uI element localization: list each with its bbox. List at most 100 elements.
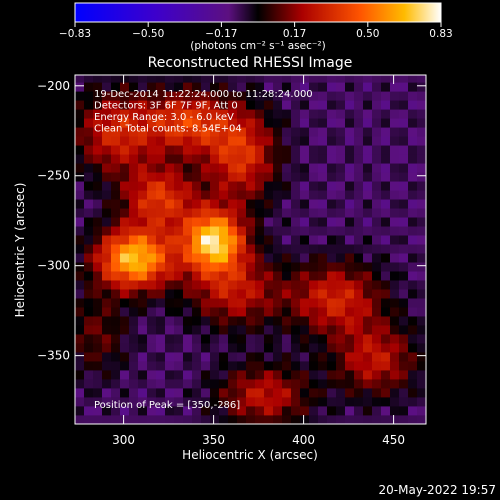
heatmap-cell [291, 199, 301, 209]
heatmap-cell [219, 235, 229, 245]
heatmap-cell [390, 181, 400, 191]
heatmap-cell [93, 244, 103, 254]
heatmap-cell [372, 289, 382, 299]
heatmap-cell [219, 163, 229, 173]
heatmap-cell [273, 298, 283, 308]
heatmap-cell [273, 199, 283, 209]
heatmap-cell [363, 127, 373, 137]
heatmap-cell [255, 217, 265, 227]
heatmap-cell [255, 118, 265, 128]
heatmap-cell [111, 370, 121, 380]
heatmap-cell [183, 199, 193, 209]
heatmap-cell [210, 415, 220, 425]
heatmap-cell [255, 91, 265, 101]
heatmap-cell [237, 370, 247, 380]
heatmap-cell [318, 163, 328, 173]
heatmap-cell [417, 280, 427, 290]
heatmap-cell [318, 91, 328, 101]
heatmap-cell [201, 334, 211, 344]
heatmap-cell [318, 136, 328, 146]
heatmap-cell [120, 145, 130, 155]
heatmap-cell [102, 217, 112, 227]
heatmap-cell [354, 262, 364, 272]
heatmap-cell [327, 370, 337, 380]
heatmap-cell [84, 208, 94, 218]
heatmap-cell [273, 82, 283, 92]
heatmap-cell [138, 244, 148, 254]
heatmap-cell [174, 82, 184, 92]
heatmap-cell [327, 379, 337, 389]
heatmap-cell [300, 136, 310, 146]
heatmap-cell [300, 172, 310, 182]
heatmap-cell [201, 298, 211, 308]
heatmap-cell [300, 352, 310, 362]
heatmap-cell [300, 91, 310, 101]
heatmap-cell [75, 118, 85, 128]
heatmap-cell [120, 397, 130, 407]
heatmap-cell [327, 199, 337, 209]
heatmap-cell [111, 208, 121, 218]
heatmap-cell [282, 280, 292, 290]
heatmap-cell [183, 271, 193, 281]
heatmap-cell [120, 343, 130, 353]
heatmap-cell [156, 109, 166, 119]
heatmap-cell [390, 415, 400, 425]
heatmap-cell [201, 118, 211, 128]
heatmap-cell [75, 343, 85, 353]
colorbar-tick-label: −0.50 [132, 28, 164, 40]
heatmap-cell [408, 226, 418, 236]
heatmap-cell [381, 91, 391, 101]
heatmap-cell [93, 370, 103, 380]
heatmap-cell [228, 75, 238, 83]
heatmap-cell [417, 91, 427, 101]
heatmap-cell [174, 397, 184, 407]
heatmap-cell [192, 217, 202, 227]
heatmap-cell [147, 370, 157, 380]
heatmap-cell [120, 226, 130, 236]
heatmap-cell [246, 208, 256, 218]
x-axis-label: Heliocentric X (arcsec) [182, 448, 318, 462]
heatmap-cell [399, 253, 409, 263]
heatmap-cell [246, 181, 256, 191]
heatmap-cell [291, 217, 301, 227]
heatmap-cell [291, 352, 301, 362]
heatmap-cell [345, 190, 355, 200]
heatmap-cell [327, 226, 337, 236]
heatmap-cell [102, 343, 112, 353]
heatmap-cell [363, 145, 373, 155]
heatmap-cell [264, 298, 274, 308]
heatmap-cell [111, 181, 121, 191]
heatmap-cell [201, 262, 211, 272]
heatmap-cell [165, 334, 175, 344]
heatmap-cell [102, 271, 112, 281]
heatmap-cell [390, 226, 400, 236]
heatmap-cell [174, 289, 184, 299]
heatmap-cell [363, 226, 373, 236]
heatmap-cell [201, 163, 211, 173]
heatmap-cell [156, 154, 166, 164]
heatmap-cell [264, 316, 274, 326]
colorbar: −0.83 −0.50 −0.17 0.17 0.50 0.83 (photons cm⁻… [59, 2, 453, 52]
heatmap-cell [120, 406, 130, 416]
heatmap-cell [210, 379, 220, 389]
heatmap-cell [192, 370, 202, 380]
heatmap-cell [120, 316, 130, 326]
heatmap-cell [390, 172, 400, 182]
heatmap-cell [246, 388, 256, 398]
heatmap-cell [372, 91, 382, 101]
heatmap-cell [93, 154, 103, 164]
heatmap-cell [345, 172, 355, 182]
heatmap-cell [120, 199, 130, 209]
heatmap-cell [75, 226, 85, 236]
heatmap-cell [165, 136, 175, 146]
heatmap-cell [75, 100, 85, 110]
heatmap-cell [246, 307, 256, 317]
heatmap-cell [354, 163, 364, 173]
heatmap-cell [246, 262, 256, 272]
heatmap-cell [408, 127, 418, 137]
heatmap-cell [282, 406, 292, 416]
heatmap-cell [291, 82, 301, 92]
heatmap-cell [291, 181, 301, 191]
heatmap-cell [282, 145, 292, 155]
heatmap-cell [120, 334, 130, 344]
